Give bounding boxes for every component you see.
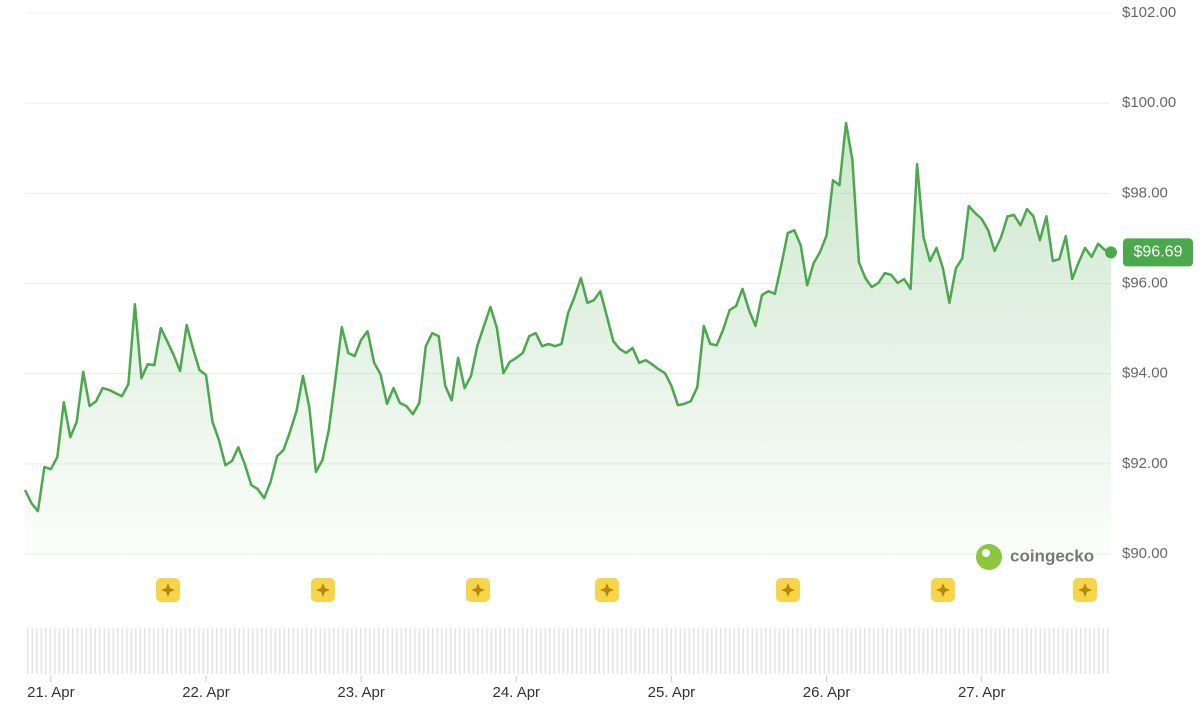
last-value-box bbox=[1123, 238, 1193, 267]
price-area bbox=[25, 123, 1111, 554]
x-tick-label: 22. Apr bbox=[182, 684, 230, 701]
x-tick-label: 23. Apr bbox=[337, 684, 385, 701]
volume-bars bbox=[25, 628, 1110, 674]
y-tick-label: $94.00 bbox=[1122, 365, 1168, 382]
price-line bbox=[23, 121, 1112, 513]
x-tick-label: 21. Apr bbox=[27, 684, 75, 701]
y-tick-label: $90.00 bbox=[1122, 545, 1168, 562]
y-tick-label: $102.00 bbox=[1122, 4, 1176, 21]
x-tick-label: 26. Apr bbox=[803, 684, 851, 701]
y-tick-label: $100.00 bbox=[1122, 94, 1176, 111]
last-value-label: $96.69 bbox=[1134, 244, 1183, 261]
y-tick-label: $98.00 bbox=[1122, 184, 1168, 201]
x-tick-label: 25. Apr bbox=[648, 684, 696, 701]
y-tick-label: $92.00 bbox=[1122, 455, 1168, 472]
x-tick-label: 27. Apr bbox=[958, 684, 1006, 701]
event-icons bbox=[156, 578, 1097, 602]
y-tick-label: $96.00 bbox=[1122, 274, 1168, 291]
last-point bbox=[1105, 246, 1117, 259]
x-tick-label: 24. Apr bbox=[493, 684, 541, 701]
